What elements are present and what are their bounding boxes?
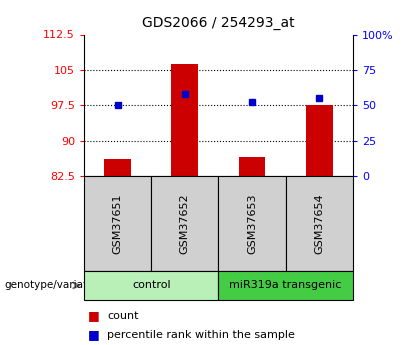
- Text: count: count: [107, 311, 139, 321]
- Bar: [104, 159, 131, 176]
- Text: genotype/variation: genotype/variation: [4, 280, 103, 290]
- Text: ■: ■: [88, 309, 100, 322]
- Text: GSM37654: GSM37654: [314, 193, 324, 254]
- Text: GSM37651: GSM37651: [113, 193, 123, 254]
- Bar: [239, 157, 265, 176]
- Bar: [306, 105, 333, 176]
- Bar: [171, 64, 198, 176]
- Text: control: control: [132, 280, 171, 290]
- Text: GSM37652: GSM37652: [180, 193, 190, 254]
- Text: ■: ■: [88, 328, 100, 341]
- Text: percentile rank within the sample: percentile rank within the sample: [107, 330, 295, 339]
- Text: GSM37653: GSM37653: [247, 193, 257, 254]
- Text: miR319a transgenic: miR319a transgenic: [229, 280, 342, 290]
- Text: GDS2066 / 254293_at: GDS2066 / 254293_at: [142, 16, 295, 30]
